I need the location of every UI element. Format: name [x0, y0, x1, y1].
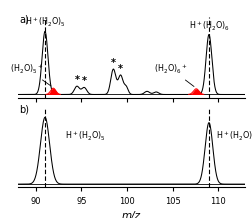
- Text: H$^+$(H$_2$O)$_6$: H$^+$(H$_2$O)$_6$: [188, 20, 229, 33]
- Text: *: *: [81, 76, 86, 86]
- Text: H$^+$(H$_2$O)$_5$: H$^+$(H$_2$O)$_5$: [24, 16, 65, 29]
- Text: H$^+$(H$_2$O)$_6$: H$^+$(H$_2$O)$_6$: [215, 129, 252, 143]
- Text: a): a): [19, 14, 29, 24]
- Text: H$^+$(H$_2$O)$_5$: H$^+$(H$_2$O)$_5$: [65, 129, 105, 143]
- Text: *: *: [118, 64, 123, 74]
- Text: (H$_2$O)$_6$$^+$: (H$_2$O)$_6$$^+$: [153, 62, 193, 87]
- Text: *: *: [110, 58, 115, 68]
- Text: *: *: [74, 75, 79, 85]
- X-axis label: m/z: m/z: [121, 211, 141, 218]
- Text: b): b): [19, 105, 29, 115]
- Text: (H$_2$O)$_5$$^+$: (H$_2$O)$_5$$^+$: [10, 62, 51, 86]
